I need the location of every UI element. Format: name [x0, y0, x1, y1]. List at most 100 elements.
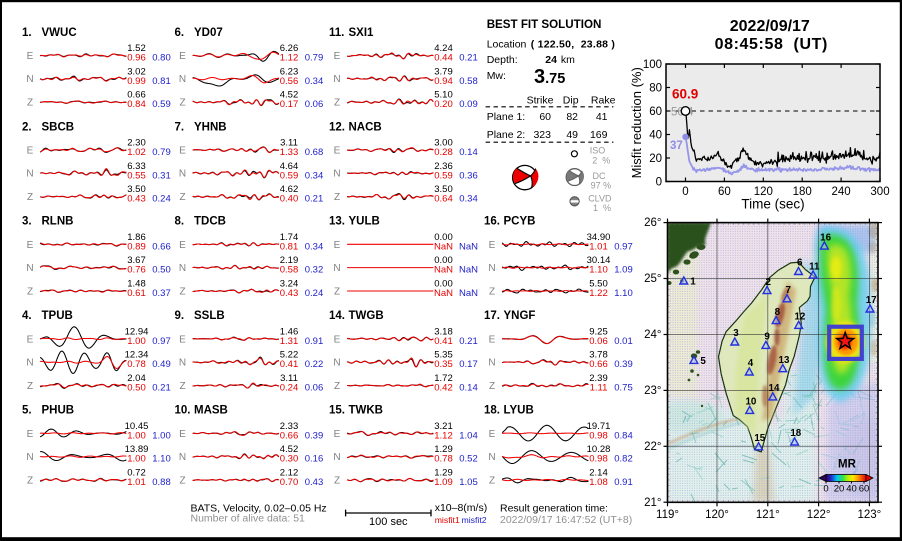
svg-text:40: 40	[649, 130, 662, 142]
svg-text:CLVD: CLVD	[588, 193, 612, 203]
svg-text:0.09: 0.09	[459, 99, 478, 110]
svg-text:323: 323	[533, 129, 551, 141]
svg-text:1.10: 1.10	[152, 454, 171, 465]
svg-text:41: 41	[596, 111, 608, 123]
svg-text:2.04: 2.04	[127, 373, 146, 384]
svg-text:Z: Z	[489, 381, 495, 392]
svg-text:E: E	[179, 145, 186, 156]
svg-text:0.66: 0.66	[280, 430, 299, 441]
svg-text:40: 40	[846, 484, 857, 495]
svg-text:18.: 18.	[484, 405, 500, 417]
svg-text:0.42: 0.42	[434, 383, 453, 394]
svg-text:N: N	[488, 452, 495, 463]
svg-text:3.50: 3.50	[434, 184, 453, 195]
svg-text:0.91: 0.91	[614, 477, 633, 488]
svg-text:120: 120	[754, 186, 773, 198]
svg-text:N: N	[333, 169, 340, 180]
svg-text:1.74: 1.74	[280, 232, 299, 243]
svg-text:14.: 14.	[329, 310, 345, 322]
svg-text:0.91: 0.91	[305, 336, 324, 347]
svg-text:1.01: 1.01	[127, 477, 146, 488]
svg-text:Rake: Rake	[591, 94, 616, 106]
svg-text:21°: 21°	[644, 497, 661, 509]
svg-text:0.66: 0.66	[152, 241, 171, 252]
svg-text:N: N	[179, 169, 186, 180]
svg-text:1.33: 1.33	[280, 147, 299, 158]
svg-text:6.33: 6.33	[127, 161, 146, 172]
svg-text:3.18: 3.18	[434, 326, 453, 337]
svg-text:3.11: 3.11	[280, 138, 298, 149]
svg-text:60: 60	[649, 106, 662, 118]
svg-text:1.02: 1.02	[127, 147, 146, 158]
svg-text:37: 37	[670, 140, 683, 152]
svg-text:0.00: 0.00	[434, 232, 453, 243]
svg-text:0.17: 0.17	[280, 99, 299, 110]
svg-text:15.: 15.	[329, 405, 345, 417]
svg-text:3.79: 3.79	[434, 66, 453, 77]
svg-text:24°: 24°	[644, 329, 661, 341]
svg-text:TWKB: TWKB	[349, 405, 384, 417]
svg-text:0.76: 0.76	[127, 265, 146, 276]
svg-text:4: 4	[748, 358, 754, 369]
svg-text:0.20: 0.20	[434, 99, 453, 110]
svg-text:0.81: 0.81	[280, 241, 299, 252]
svg-text:E: E	[27, 429, 34, 440]
svg-text:0.64: 0.64	[434, 194, 453, 205]
svg-text:N: N	[26, 358, 33, 369]
svg-text:SSLB: SSLB	[194, 310, 225, 322]
svg-text:1.48: 1.48	[127, 279, 146, 290]
svg-text:3.78: 3.78	[589, 350, 608, 361]
svg-text:240: 240	[832, 186, 851, 198]
svg-text:0.50: 0.50	[152, 265, 171, 276]
svg-text:Misfit reduction (%): Misfit reduction (%)	[629, 67, 644, 178]
svg-text:E: E	[334, 51, 341, 62]
svg-text:Z: Z	[489, 287, 495, 298]
svg-text:( 122.50, 23.88 ): ( 122.50, 23.88 )	[531, 38, 615, 50]
svg-text:19.71: 19.71	[587, 421, 611, 432]
svg-text:20: 20	[649, 153, 662, 165]
svg-text:60: 60	[718, 186, 731, 198]
svg-text:0.59: 0.59	[152, 99, 171, 110]
svg-text:2022/09/17: 2022/09/17	[730, 18, 810, 35]
svg-text:2.36: 2.36	[434, 161, 453, 172]
svg-text:NaN: NaN	[434, 241, 453, 252]
svg-text:0.34: 0.34	[305, 241, 324, 252]
svg-text:0.00: 0.00	[434, 279, 453, 290]
svg-text:0.44: 0.44	[434, 53, 453, 64]
svg-text:2.: 2.	[22, 121, 32, 133]
svg-text:Location: Location	[487, 38, 527, 50]
svg-text:6.26: 6.26	[280, 43, 299, 54]
svg-text:x10–8(m/s): x10–8(m/s)	[435, 502, 488, 514]
svg-text:0.24: 0.24	[280, 383, 299, 394]
svg-text:Time (sec): Time (sec)	[741, 197, 804, 212]
svg-text:NaN: NaN	[459, 241, 478, 252]
svg-text:0.84: 0.84	[127, 99, 146, 110]
svg-text:1.29: 1.29	[434, 468, 453, 479]
svg-text:0.84: 0.84	[614, 430, 633, 441]
svg-text:3.67: 3.67	[127, 255, 146, 266]
svg-text:60: 60	[539, 111, 551, 123]
svg-text:0.21: 0.21	[459, 53, 478, 64]
svg-text:1.00: 1.00	[152, 430, 171, 441]
svg-text:123°: 123°	[858, 509, 882, 521]
svg-text:1.52: 1.52	[127, 43, 146, 54]
svg-text:1.86: 1.86	[127, 232, 146, 243]
svg-text:SXI1: SXI1	[349, 27, 375, 39]
svg-text:13.: 13.	[329, 216, 345, 228]
svg-text:1.01: 1.01	[589, 241, 608, 252]
svg-text:9: 9	[764, 332, 770, 343]
svg-text:PHUB: PHUB	[42, 405, 75, 417]
svg-text:0.59: 0.59	[280, 170, 299, 181]
svg-text:N: N	[488, 263, 495, 274]
svg-text:10: 10	[745, 397, 756, 408]
svg-text:0.21: 0.21	[305, 194, 324, 205]
svg-text:1.22: 1.22	[589, 288, 608, 299]
svg-text:8: 8	[775, 307, 781, 318]
svg-text:0.34: 0.34	[305, 76, 324, 87]
svg-text:0.00: 0.00	[434, 255, 453, 266]
svg-text:Z: Z	[334, 287, 340, 298]
svg-text:1.10: 1.10	[589, 265, 608, 276]
svg-text:0.43: 0.43	[280, 288, 299, 299]
svg-text:0.21: 0.21	[459, 336, 478, 347]
svg-text:4.24: 4.24	[434, 43, 453, 54]
